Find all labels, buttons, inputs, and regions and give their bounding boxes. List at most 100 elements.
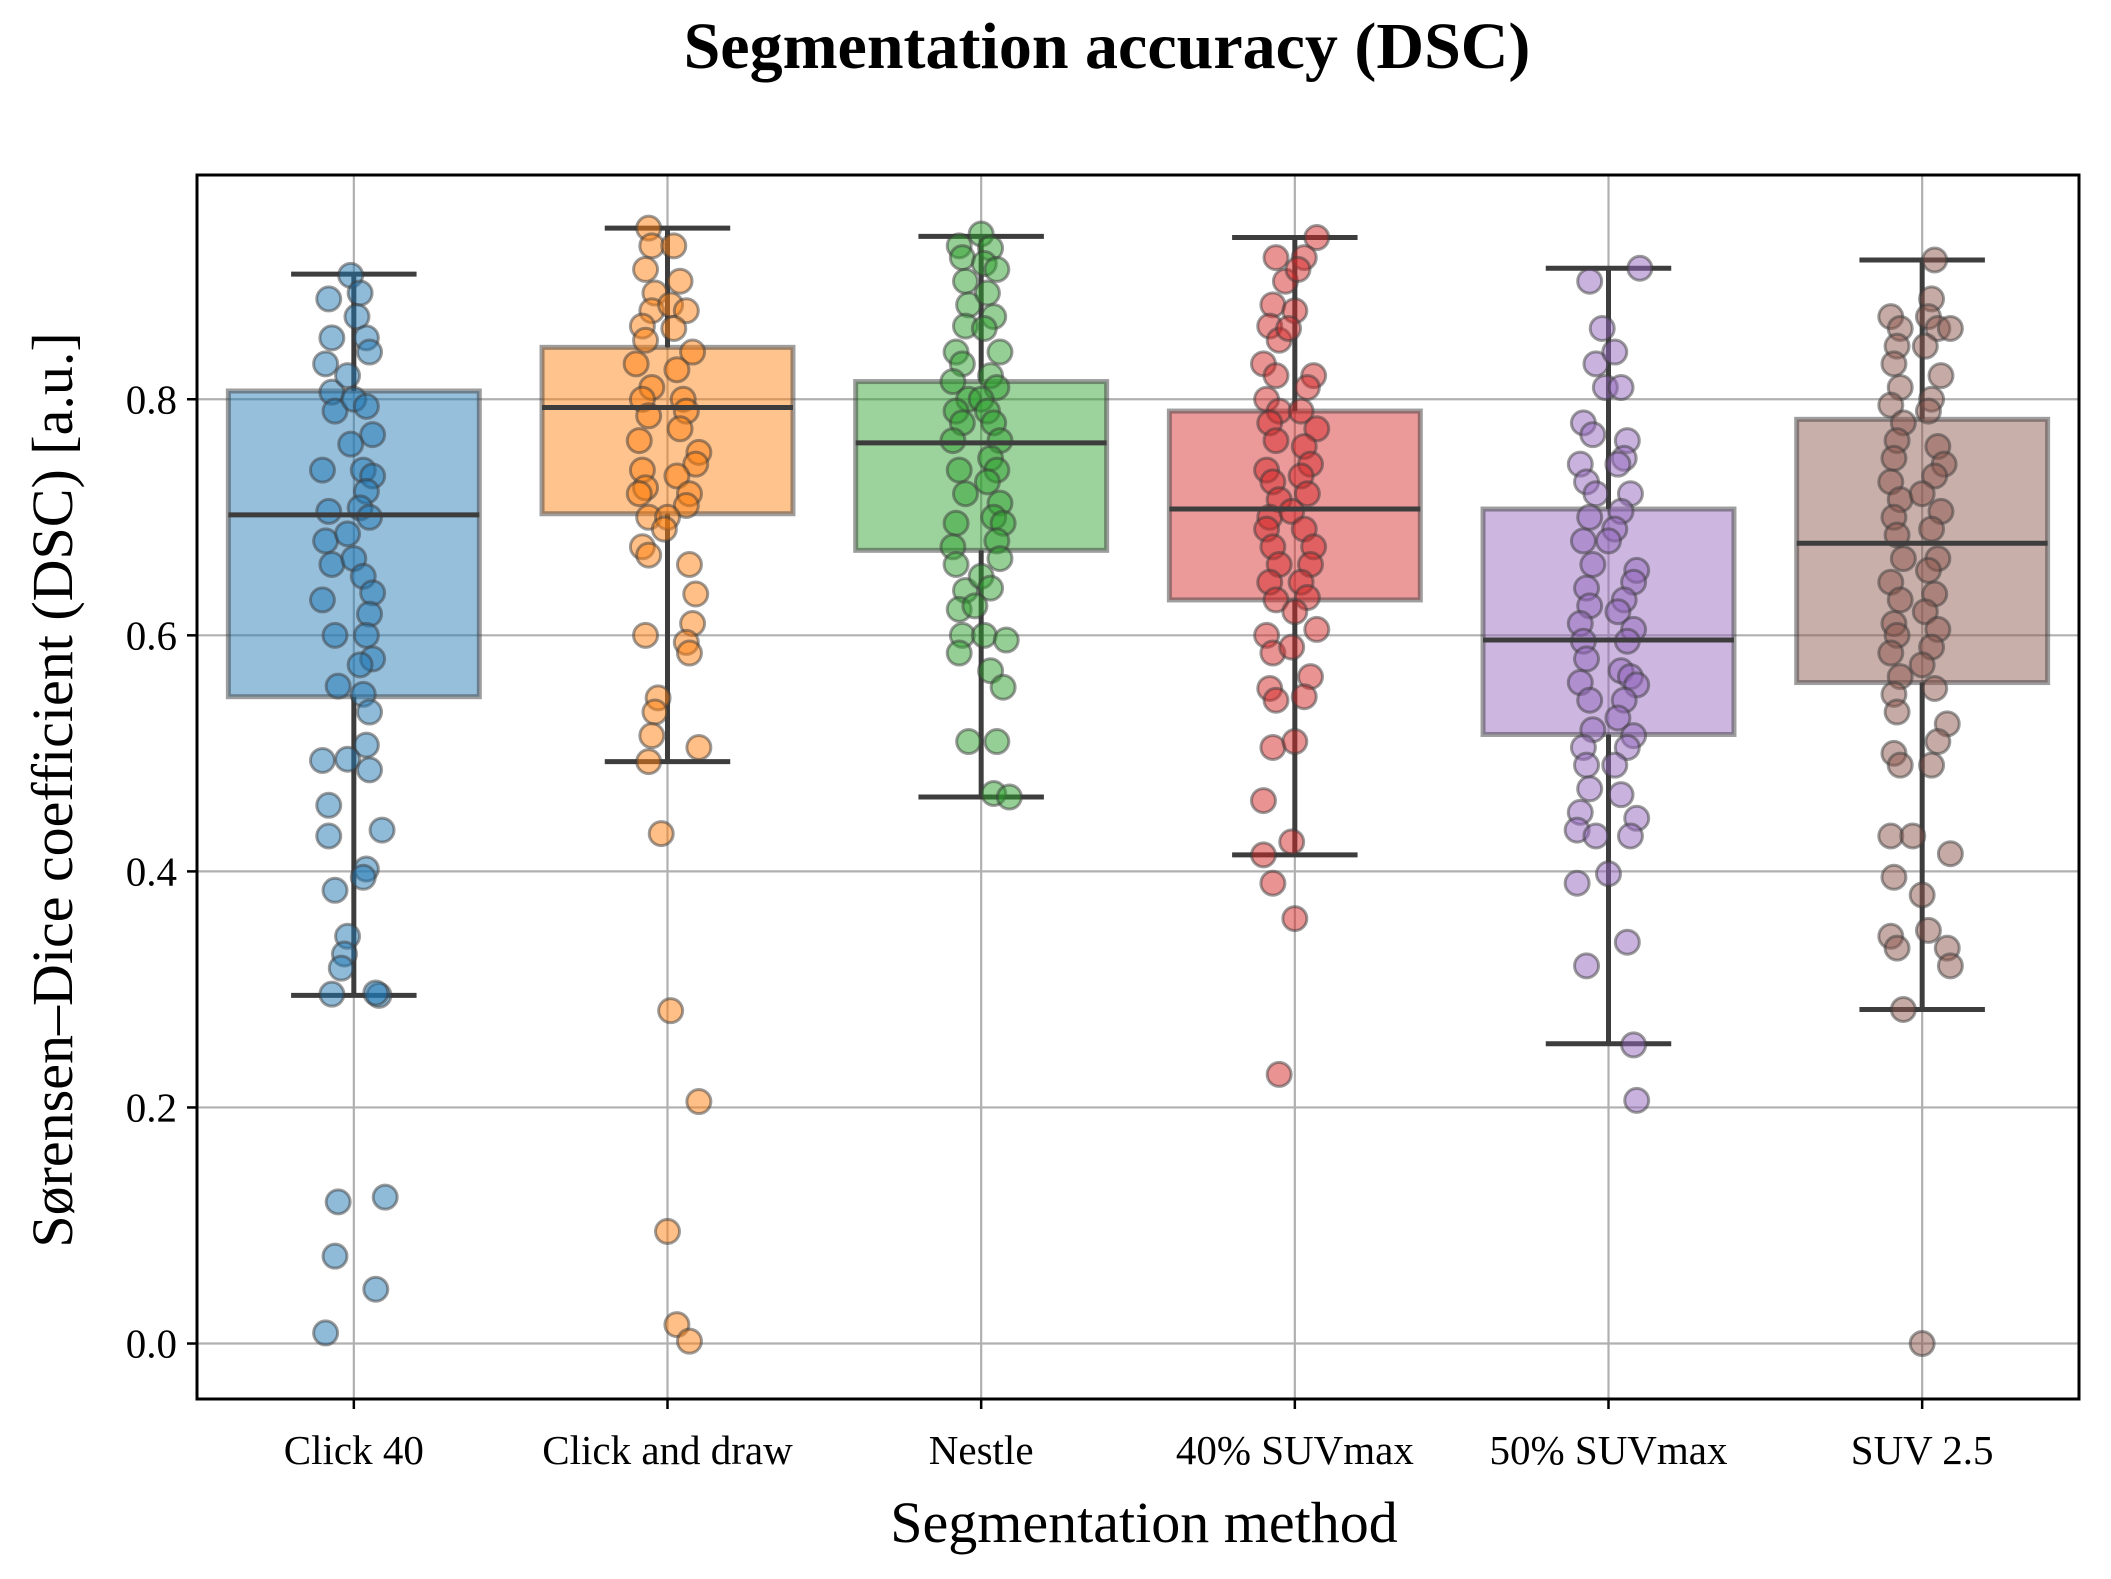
data-point: [675, 551, 703, 579]
data-point: [1293, 480, 1321, 508]
data-point: [1576, 267, 1604, 295]
data-point: [1278, 828, 1306, 856]
data-point: [318, 980, 346, 1008]
data-point: [1259, 869, 1287, 897]
boxes-layer: [225, 225, 2051, 1047]
data-point: [308, 456, 336, 484]
data-point: [635, 748, 663, 776]
data-point: [315, 791, 343, 819]
data-point: [1287, 397, 1315, 425]
data-point: [1889, 995, 1917, 1023]
data-point: [1886, 586, 1914, 614]
data-point: [983, 255, 1011, 283]
data-point: [1908, 1330, 1936, 1358]
data-point: [1908, 651, 1936, 679]
data-point: [1911, 332, 1939, 360]
data-point: [1265, 1060, 1293, 1088]
data-point: [1573, 645, 1601, 673]
data-point: [1249, 841, 1277, 869]
data-point: [1569, 527, 1597, 555]
data-point: [318, 324, 346, 352]
data-point: [625, 427, 653, 455]
y-tick-label: 0.6: [126, 612, 177, 658]
data-point: [312, 1319, 340, 1347]
data-point: [970, 621, 998, 649]
data-point: [318, 551, 346, 579]
data-point: [1281, 905, 1309, 933]
data-point: [650, 515, 678, 543]
data-point: [632, 326, 660, 354]
data-point: [1626, 254, 1654, 282]
data-point: [1249, 787, 1277, 815]
data-point: [1889, 545, 1917, 573]
data-point: [945, 639, 973, 667]
data-point: [638, 232, 666, 260]
data-point: [308, 586, 336, 614]
data-point: [315, 822, 343, 850]
data-point: [324, 1188, 352, 1216]
data-point: [685, 733, 713, 761]
data-point: [356, 698, 384, 726]
data-point: [337, 430, 365, 458]
x-axis-ticks: Click 40 Click and draw Nestle 40% SUVmax 50…: [284, 1399, 1994, 1473]
data-point: [1918, 751, 1946, 779]
data-point: [1563, 869, 1591, 897]
data-point: [1607, 781, 1635, 809]
data-point: [1579, 421, 1607, 449]
data-point: [1877, 822, 1905, 850]
data-point: [632, 621, 660, 649]
data-point: [1899, 822, 1927, 850]
data-point: [1262, 586, 1290, 614]
data-point: [1880, 863, 1908, 891]
data-point: [986, 338, 1014, 366]
data-point: [682, 450, 710, 478]
data-point: [1275, 314, 1303, 342]
data-point: [1262, 686, 1290, 714]
data-point: [1595, 527, 1622, 555]
data-point: [321, 397, 349, 425]
data-point: [1918, 515, 1946, 543]
data-point: [349, 863, 377, 891]
data-point: [1601, 338, 1629, 366]
x-axis-title: Segmentation method: [890, 1490, 1397, 1555]
x-tick-label: Nestle: [929, 1427, 1034, 1473]
data-point: [675, 639, 703, 667]
medians-layer: [228, 405, 2048, 643]
data-point: [1908, 881, 1936, 909]
data-point: [1936, 314, 1964, 342]
data-point: [1927, 362, 1955, 390]
plot-frame: [195, 173, 2081, 1401]
x-tick-label: Click and draw: [542, 1427, 793, 1473]
data-point: [1290, 683, 1318, 711]
data-point: [1576, 775, 1604, 803]
data-point: [939, 368, 967, 396]
data-point: [638, 722, 666, 750]
y-tick-label: 0.8: [126, 376, 177, 422]
data-point: [1601, 751, 1629, 779]
data-point: [371, 1183, 399, 1211]
data-point: [321, 876, 349, 904]
data-point: [682, 580, 710, 608]
data-point: [1880, 444, 1908, 472]
data-point: [1582, 350, 1610, 378]
data-point: [334, 745, 362, 773]
data-point: [672, 491, 700, 519]
data-point: [1908, 480, 1936, 508]
data-point: [983, 728, 1011, 756]
data-point: [986, 545, 1014, 573]
data-point: [635, 541, 663, 569]
x-tick-label: Click 40: [284, 1427, 424, 1473]
data-point: [1877, 639, 1905, 667]
data-point: [324, 672, 352, 700]
data-point: [1262, 362, 1290, 390]
data-point: [977, 574, 1005, 602]
data-point: [647, 820, 675, 848]
data-point: [1883, 698, 1911, 726]
data-point: [1604, 704, 1632, 732]
data-point: [973, 468, 1001, 496]
data-point: [1604, 598, 1632, 626]
data-point: [1262, 244, 1290, 272]
data-point: [942, 509, 970, 537]
points-layer: [308, 214, 1964, 1358]
